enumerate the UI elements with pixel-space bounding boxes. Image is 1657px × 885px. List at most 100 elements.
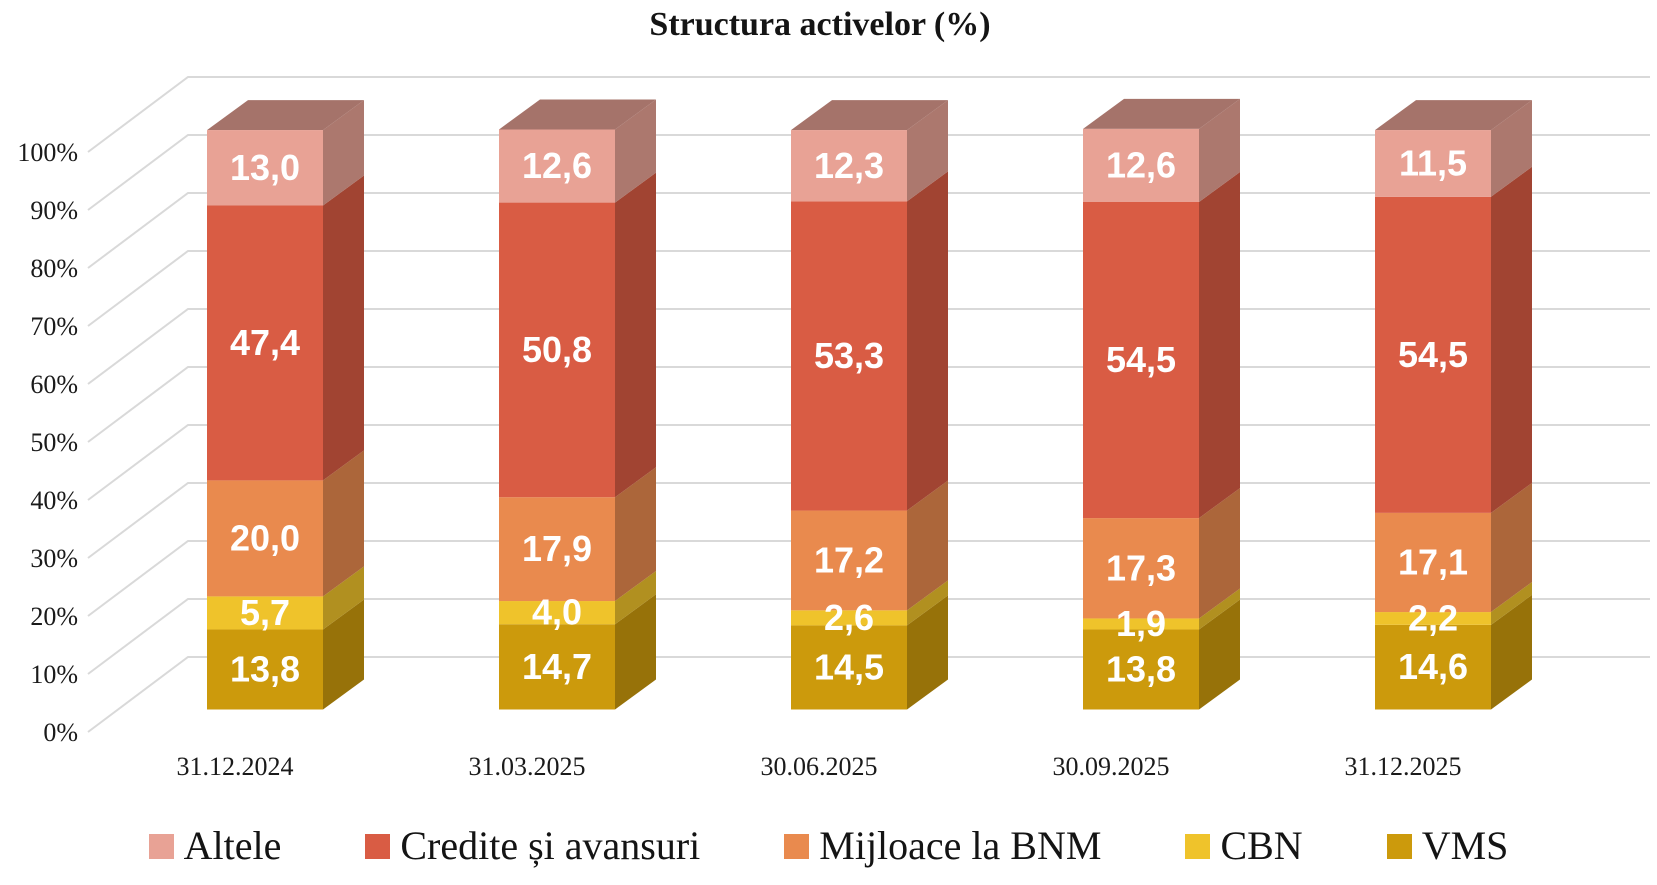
bar-segment-side-altele [907, 100, 948, 202]
bar-value-label: 54,5 [1106, 339, 1176, 380]
bar-segment-mijloace-la-bnm [1375, 512, 1491, 613]
bar-segment-side-vms [323, 599, 364, 710]
bar-segment-credite-i-avansuri [1375, 196, 1491, 513]
legend-swatch-icon [365, 833, 391, 859]
bar-value-label: 20,0 [230, 517, 300, 558]
bar-segment-altele [499, 129, 615, 203]
bar-segment-side-mijloace-la-bnm [323, 450, 364, 597]
bar-value-label: 12,6 [1106, 144, 1176, 185]
y-axis-tick-label: 60% [30, 370, 78, 399]
bar-value-label: 2,6 [824, 597, 874, 638]
x-axis-category-label: 31.12.2025 [1345, 752, 1462, 781]
bar-segment-side-vms [907, 595, 948, 710]
bar-value-label: 50,8 [522, 329, 592, 370]
legend-item-cbn: CBN [1185, 823, 1303, 868]
legend-swatch-icon [784, 833, 810, 859]
bar-segment-side-credite-i-avansuri [907, 171, 948, 511]
bar-top-face [1083, 98, 1240, 129]
bar-segment-side-cbn [907, 580, 948, 626]
bar-top-face [207, 100, 364, 131]
x-axis-category-label: 31.03.2025 [469, 752, 586, 781]
legend-label: Mijloace la BNM [819, 823, 1102, 868]
bar-segment-cbn [791, 610, 907, 626]
legend-label: Altele [183, 823, 282, 868]
bar-segment-vms [1083, 629, 1199, 710]
bar-segment-vms [499, 624, 615, 710]
bar-segment-side-vms [1199, 599, 1240, 710]
bar-value-label: 17,3 [1106, 547, 1176, 588]
x-axis-category-label: 30.09.2025 [1053, 752, 1170, 781]
legend-item-mijloace-la-bnm: Mijloace la BNM [784, 826, 1101, 866]
bar-value-label: 4,0 [532, 592, 582, 633]
bar-value-label: 17,9 [522, 528, 592, 569]
y-axis-tick-label: 70% [30, 312, 78, 341]
bar-segment-cbn [499, 601, 615, 625]
bar-segment-side-altele [615, 99, 656, 203]
bar-segment-credite-i-avansuri [207, 205, 323, 481]
bar-segment-side-altele [1491, 100, 1532, 197]
chart-legend: Altele Credite și avansuri Mijloace la BNM… [0, 818, 1657, 874]
bar-segment-side-mijloace-la-bnm [1491, 482, 1532, 613]
bar-segment-vms [1375, 624, 1491, 710]
bar-value-label: 11,5 [1399, 142, 1467, 183]
bar-segment-vms [207, 629, 323, 710]
bar-value-label: 17,2 [814, 539, 884, 580]
bar-value-label: 54,5 [1398, 334, 1468, 375]
bar-segment-cbn [1083, 618, 1199, 630]
bar-value-label: 53,3 [814, 335, 884, 376]
y-axis-tick-label: 30% [30, 544, 78, 573]
bar-segment-side-altele [1199, 98, 1240, 202]
bar-top-face [1375, 100, 1532, 131]
legend-item-altele: Altele [148, 823, 282, 868]
bar-value-label: 13,8 [230, 648, 300, 689]
bar-segment-mijloace-la-bnm [1083, 518, 1199, 619]
y-axis-tick-label: 40% [30, 486, 78, 515]
bar-segment-mijloace-la-bnm [207, 480, 323, 597]
bar-segment-side-credite-i-avansuri [323, 175, 364, 481]
bar-segment-side-cbn [323, 566, 364, 630]
bar-value-label: 13,8 [1106, 648, 1176, 689]
legend-swatch-icon [1185, 833, 1211, 859]
bar-segment-credite-i-avansuri [1083, 202, 1199, 519]
bar-segment-side-credite-i-avansuri [1199, 172, 1240, 519]
x-axis-category-label: 31.12.2024 [177, 752, 294, 781]
bar-value-label: 12,6 [522, 145, 592, 186]
bar-segment-side-credite-i-avansuri [615, 172, 656, 498]
bar-value-label: 17,1 [1398, 541, 1468, 582]
bar-segment-side-vms [1491, 594, 1532, 710]
y-axis-tick-label: 50% [30, 428, 78, 457]
bar-segment-side-cbn [1199, 588, 1240, 630]
bar-value-label: 14,7 [522, 646, 592, 687]
bar-segment-side-cbn [615, 571, 656, 625]
bar-segment-cbn [1375, 612, 1491, 625]
y-axis-tick-label: 0% [43, 718, 78, 747]
bar-value-label: 2,2 [1408, 597, 1458, 638]
chart-title: Structura activelor (%) [649, 6, 991, 43]
bar-segment-cbn [207, 596, 323, 630]
bar-value-label: 47,4 [230, 322, 300, 363]
y-axis-tick-label: 20% [30, 602, 78, 631]
bar-value-label: 5,7 [240, 592, 290, 633]
bar-segment-side-vms [615, 594, 656, 710]
gridline [87, 76, 1650, 153]
bar-segment-altele [1083, 128, 1199, 202]
legend-item-vms: VMS [1386, 826, 1508, 866]
bar-value-label: 14,6 [1398, 646, 1468, 687]
legend-swatch-icon [148, 833, 174, 859]
bar-segment-side-mijloace-la-bnm [615, 467, 656, 602]
bar-segment-altele [1375, 130, 1491, 197]
bar-value-label: 14,5 [814, 646, 884, 687]
bar-segment-vms [791, 625, 907, 710]
bar-top-face [791, 100, 948, 131]
bar-segment-altele [207, 130, 323, 206]
bar-segment-credite-i-avansuri [499, 202, 615, 498]
y-axis-tick-label: 10% [30, 660, 78, 689]
legend-label: CBN [1220, 823, 1303, 868]
bar-segment-side-credite-i-avansuri [1491, 166, 1532, 513]
legend-swatch-icon [1386, 833, 1412, 859]
bar-segment-credite-i-avansuri [791, 201, 907, 511]
legend-item-credite-i-avansuri: Credite și avansuri [365, 826, 700, 866]
bar-value-label: 13,0 [230, 147, 300, 188]
y-axis-tick-label: 90% [30, 196, 78, 225]
